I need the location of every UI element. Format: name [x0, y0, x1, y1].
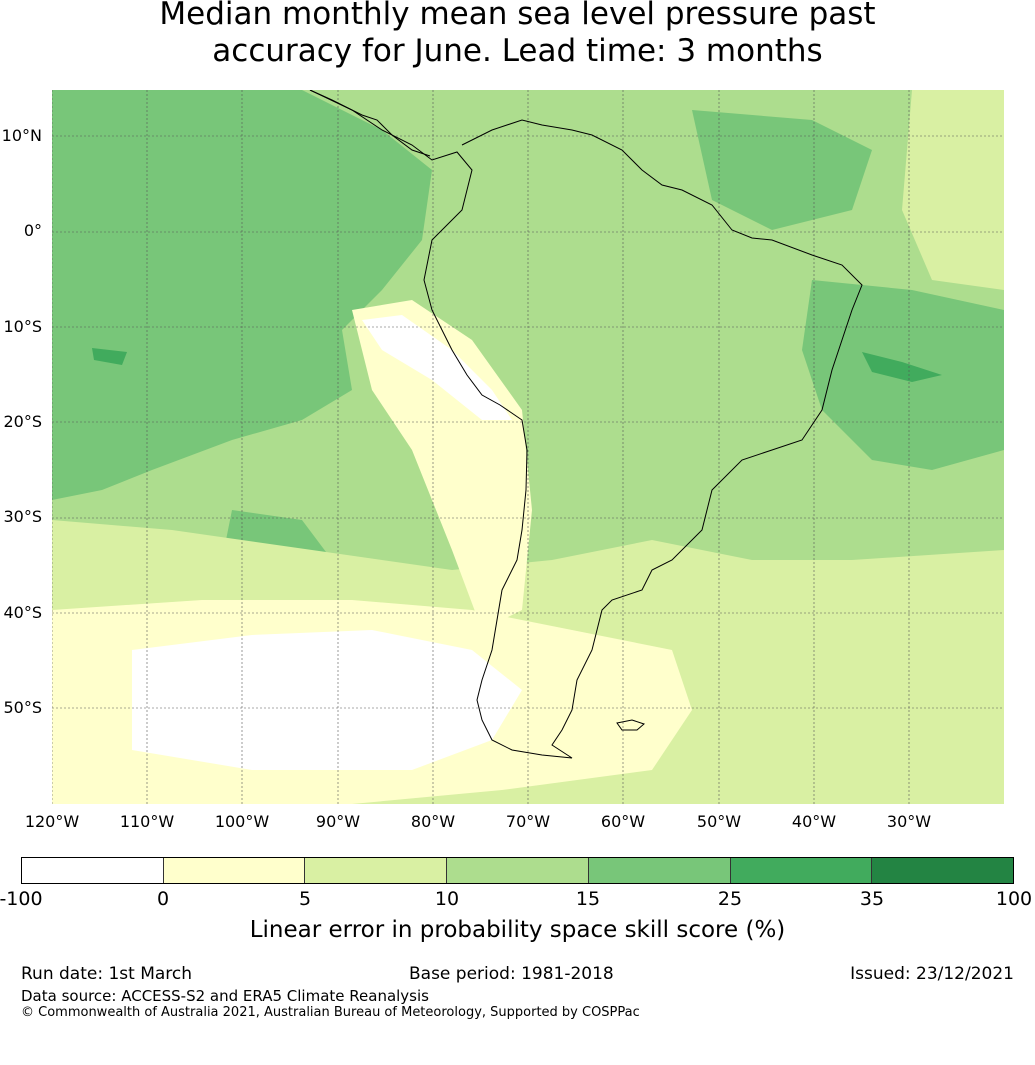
colorbar-tick: 5 [298, 888, 312, 910]
lon-label-110w: 110°W [119, 812, 175, 831]
colorbar-tick: -100 [0, 888, 43, 910]
lon-label-70w: 70°W [505, 812, 551, 831]
title-line-1: Median monthly mean sea level pressure p… [159, 0, 876, 32]
colorbar-tick: 0 [156, 888, 170, 910]
lon-label-90w: 90°W [315, 812, 361, 831]
lon-label-40w: 40°W [791, 812, 837, 831]
skill-map [52, 90, 1004, 804]
lat-label-0: 0° [23, 221, 42, 240]
skill-zone-very-high-2 [92, 348, 127, 365]
lon-label-50w: 50°W [696, 812, 742, 831]
colorbar [21, 857, 1014, 884]
skill-zone-negative [132, 630, 522, 770]
map-canvas [52, 90, 1004, 804]
lon-label-80w: 80°W [410, 812, 456, 831]
colorbar-bin-5-10 [305, 858, 448, 883]
colorbar-tick: 100 [995, 888, 1033, 910]
lon-label-120w: 120°W [24, 812, 80, 831]
issued-date: Issued: 23/12/2021 [850, 964, 1014, 984]
colorbar-label: Linear error in probability space skill … [249, 917, 786, 943]
graticule [52, 90, 1004, 804]
colorbar-bin-neg [22, 858, 164, 883]
colorbar-tick: 10 [434, 888, 460, 910]
lat-label-20s: 20°S [3, 412, 42, 431]
colorbar-bin-15-25 [588, 858, 731, 883]
base-period: Base period: 1981-2018 [409, 964, 614, 984]
colorbar-bin-0-5 [163, 858, 306, 883]
lat-label-30s: 30°S [3, 507, 42, 526]
lat-label-40s: 40°S [3, 603, 42, 622]
lat-label-50s: 50°S [3, 698, 42, 717]
lon-label-100w: 100°W [214, 812, 270, 831]
colorbar-bin-10-15 [447, 858, 589, 883]
colorbar-bin-35-100 [872, 858, 1014, 883]
lat-label-10s: 10°S [3, 317, 42, 336]
lon-label-30w: 30°W [886, 812, 932, 831]
run-date: Run date: 1st March [21, 964, 193, 984]
skill-zone-tropical-atlantic [692, 110, 872, 230]
map-title: Median monthly mean sea level pressure p… [0, 0, 1035, 70]
skill-zone-negative-coast [362, 315, 512, 420]
skill-zone-very-low-andes [352, 300, 532, 630]
copyright: © Commonwealth of Australia 2021, Austra… [21, 1005, 640, 1020]
south-america-coastline [309, 90, 863, 759]
colorbar-tick: 25 [717, 888, 743, 910]
skill-zone-very-high-1 [862, 352, 942, 382]
lon-label-60w: 60°W [600, 812, 646, 831]
lat-label-10n: 10°N [1, 126, 42, 145]
title-line-2: accuracy for June. Lead time: 3 months [212, 33, 823, 69]
central-america-coastline [309, 90, 431, 157]
falkland-islands [616, 719, 645, 731]
skill-zone-low-north [902, 90, 1004, 290]
data-source: Data source: ACCESS-S2 and ERA5 Climate … [21, 987, 429, 1005]
colorbar-tick: 15 [575, 888, 601, 910]
colorbar-bin-25-35 [730, 858, 873, 883]
colorbar-tick: 35 [859, 888, 885, 910]
